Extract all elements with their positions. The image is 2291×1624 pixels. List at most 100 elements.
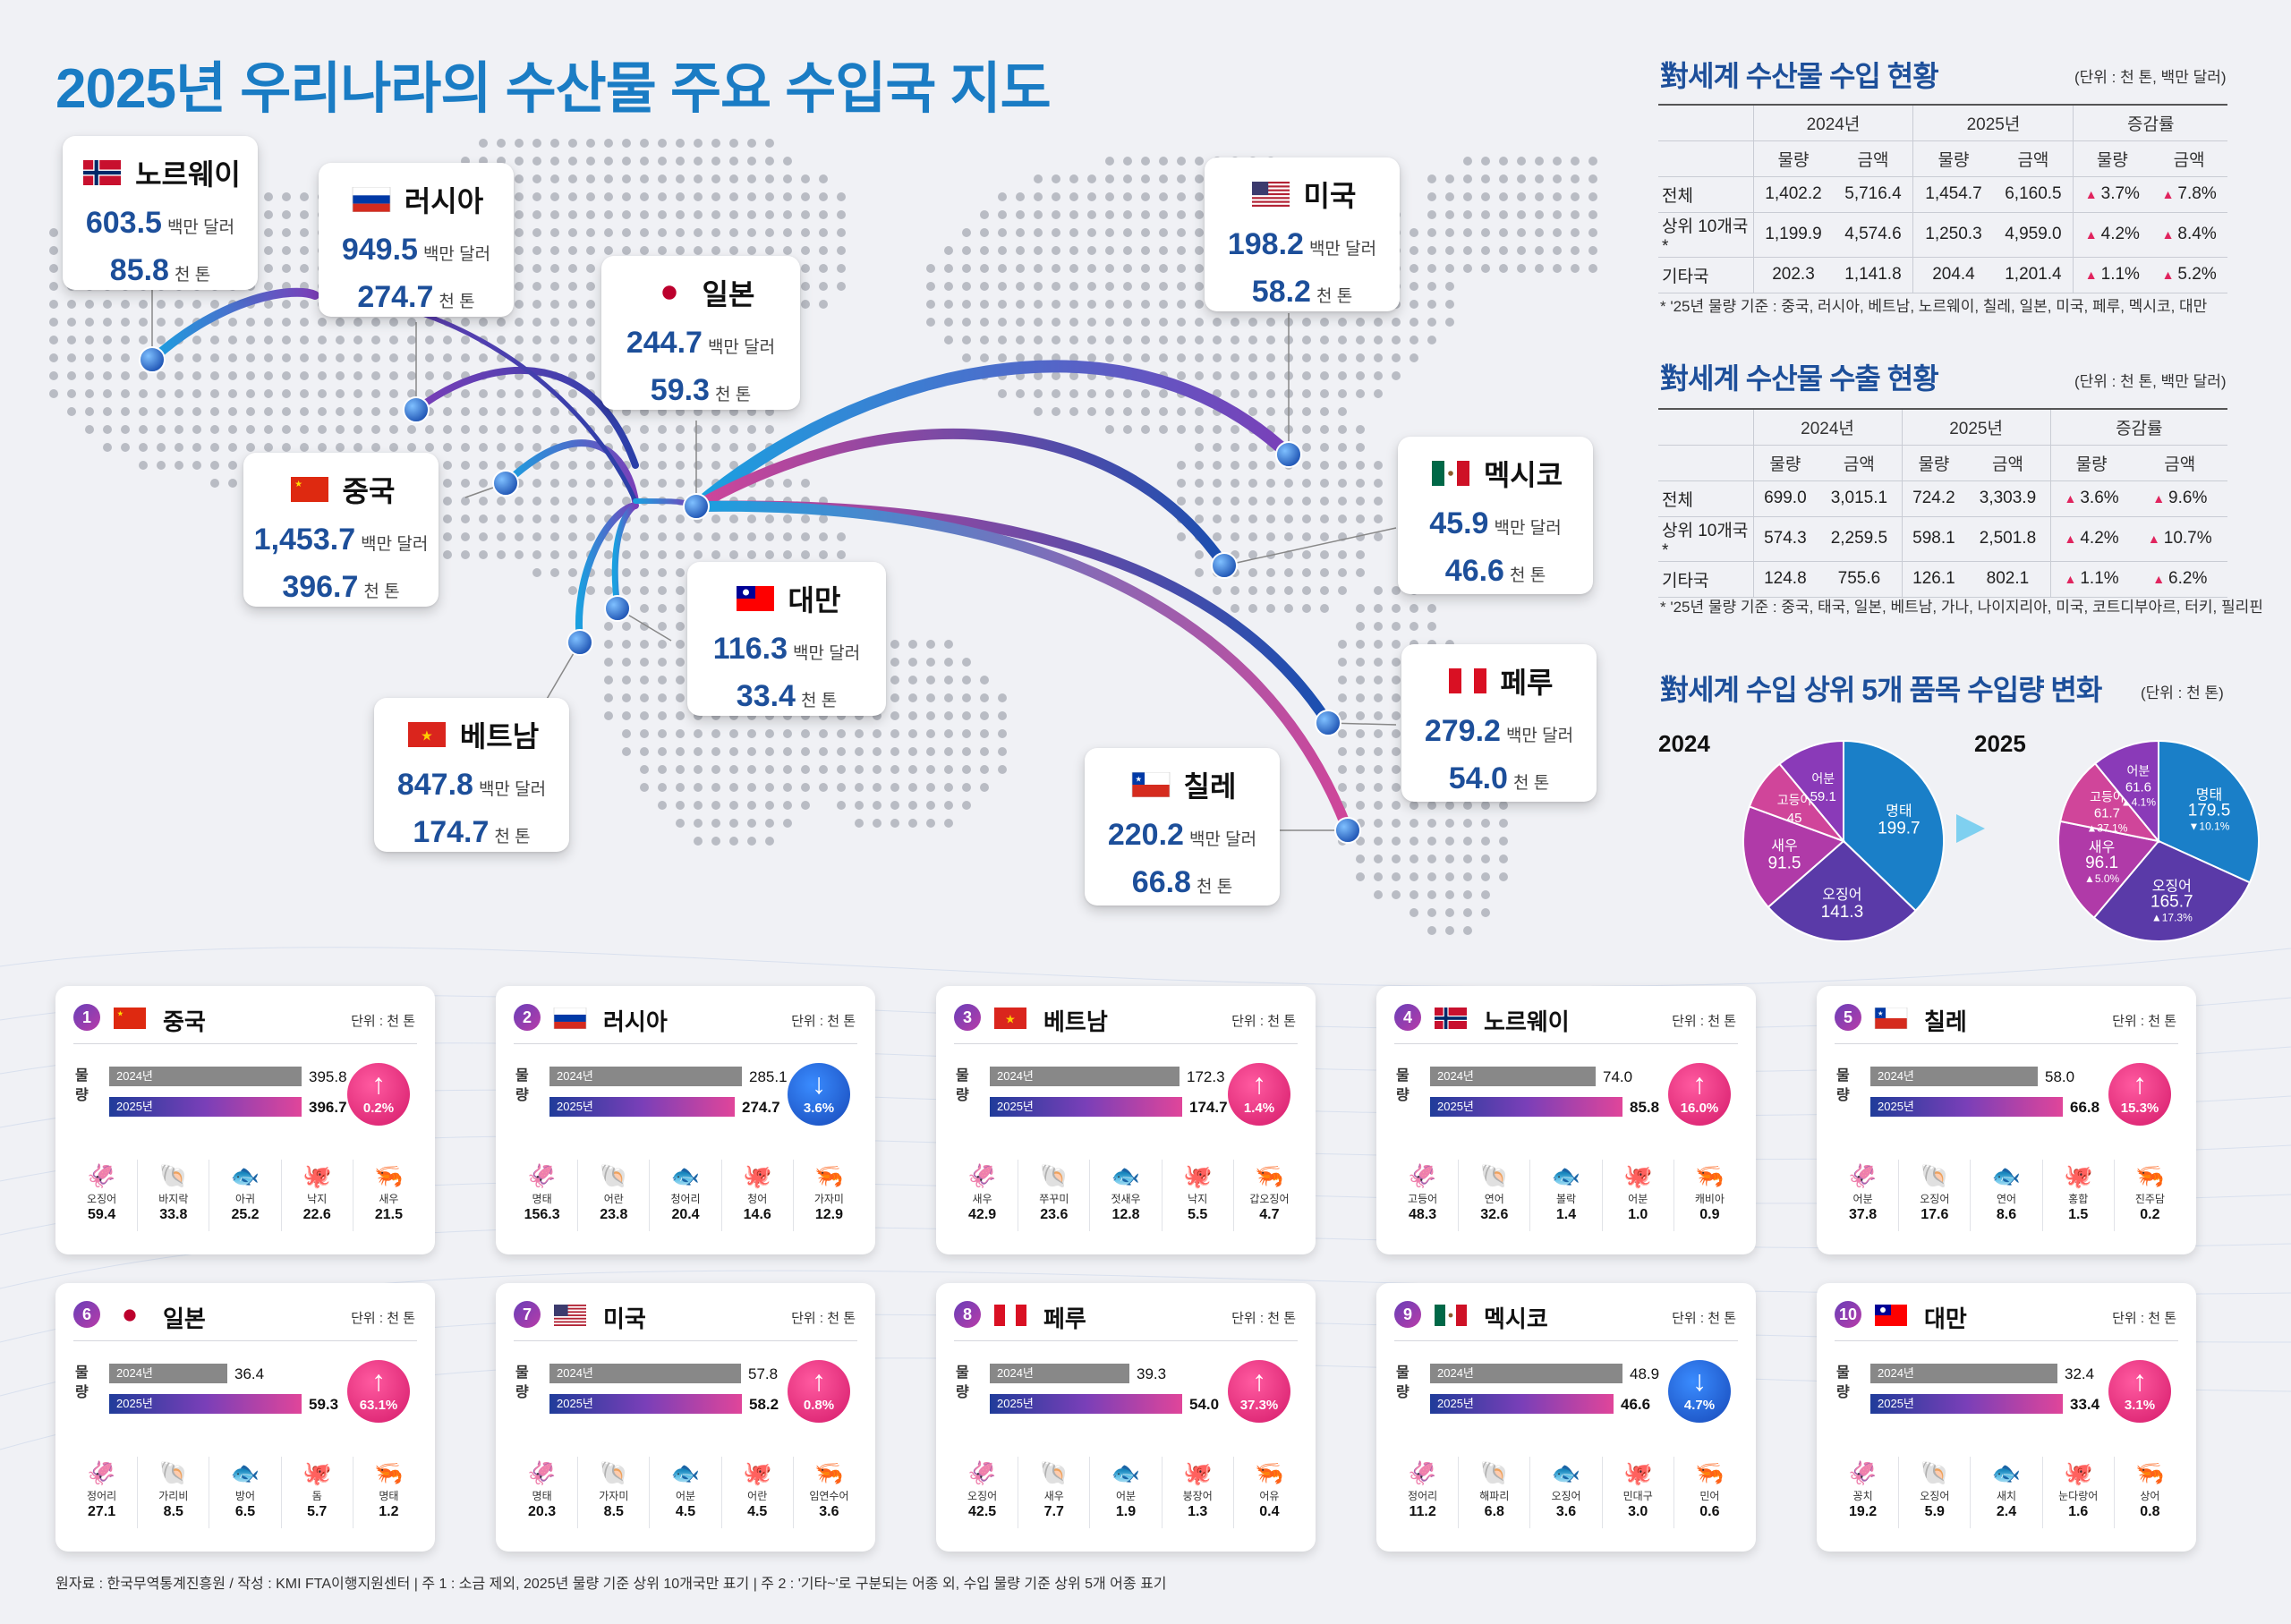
item-value: 3.0: [1628, 1504, 1648, 1519]
item: 🦑 명태 20.3: [507, 1457, 579, 1528]
pie-label-value: 141.3: [1821, 903, 1864, 922]
map-card-country: 대만: [788, 584, 841, 616]
change-badge: ↑ 3.1%: [2108, 1360, 2171, 1423]
pie-slice-오징어: [1767, 839, 1918, 942]
pie-slice-어분: [1778, 739, 1844, 844]
bar-2025-value: 54.0: [1189, 1396, 1220, 1413]
item-name: 어란: [603, 1193, 624, 1205]
import-table-unit: (단위 : 천 톤, 백만 달러): [2074, 69, 2227, 86]
rank-badge: 9: [1394, 1301, 1421, 1328]
table-cell: 598.1: [1912, 529, 1955, 548]
item: 🦐 가자미 12.9: [794, 1160, 864, 1231]
item-value: 0.9: [1699, 1207, 1720, 1222]
fish-icon: 🐚: [1920, 1459, 1949, 1486]
export-table-title: 對세계 수산물 수출 현황: [1660, 362, 1939, 395]
fish-icon: 🐙: [743, 1459, 772, 1486]
table-year-header: 2025년: [1912, 104, 2074, 141]
arrow-down-icon: ↓: [812, 1067, 826, 1100]
pie-label-name: 어분: [2127, 764, 2150, 778]
item-value: 6.5: [234, 1504, 256, 1519]
rank-badge: 3: [954, 1004, 981, 1031]
map-card-chile: ★ 칠레 220.2 백만 달러 66.8 천 톤: [1085, 748, 1280, 906]
fish-icon: 🦑: [967, 1162, 997, 1189]
bar-2025-value: 58.2: [749, 1396, 779, 1413]
map-card-ton: 33.4: [736, 679, 796, 713]
map-card-country: 러시아: [404, 185, 484, 217]
pie-2024-year: 2024: [1658, 730, 1710, 757]
flag-vietnam-icon: ★: [992, 1008, 1029, 1029]
pie-label-value: 179.5: [2188, 802, 2231, 821]
arrow-up-icon: ↑: [2133, 1365, 2147, 1397]
fish-icon: 🦑: [527, 1162, 557, 1189]
item-value: 42.5: [968, 1504, 997, 1519]
bar-2024: 2024년: [990, 1364, 1129, 1383]
fish-icon: 🐙: [1623, 1459, 1653, 1486]
item: 🐙 돔 5.7: [282, 1457, 353, 1528]
pie-section-unit: (단위 : 천 톤): [2141, 684, 2224, 701]
item: 🐟 연어 8.6: [1971, 1160, 2043, 1231]
item: 🐙 민대구 3.0: [1603, 1457, 1674, 1528]
pie-label-name: 새우: [2089, 839, 2115, 855]
flag-china-icon: ★: [111, 1008, 149, 1029]
arrow-up-icon: ↑: [1252, 1365, 1266, 1397]
pie-slice-오징어: [2092, 839, 2252, 942]
bar-2025: 2025년: [1870, 1394, 2063, 1414]
item-name: 갑오징어: [1249, 1193, 1290, 1205]
table-cell: 2,501.8: [1979, 529, 2037, 548]
pie-slice-명태: [1843, 739, 1945, 913]
item: 🦐 임연수어 3.6: [794, 1457, 864, 1528]
card-unit: 단위 : 천 톤: [791, 1014, 856, 1029]
map-card-ton-unit: 천 톤: [1196, 878, 1233, 897]
item-value: 12.9: [814, 1207, 843, 1222]
pie-slice-고등어: [2059, 761, 2161, 843]
fish-icon: 🐟: [1111, 1162, 1141, 1189]
bar-2024-value: 39.3: [1137, 1365, 1167, 1382]
bar-2025: 2025년: [109, 1394, 302, 1414]
item: 🐚 가자미 8.5: [578, 1457, 651, 1528]
fish-icon: 🐙: [1183, 1162, 1213, 1189]
table-cell: 204.4: [1932, 265, 1975, 284]
item-value: 3.6: [1555, 1504, 1577, 1519]
import-table: 2024년 2025년 증감률 물량 금액 물량 금액 물량 금액 전체 1,402.2 5,716.…: [1658, 104, 2227, 293]
map-card-usd-unit: 백만 달러: [1494, 519, 1562, 538]
item-name: 홍합: [2068, 1193, 2089, 1205]
map-card-usd: 198.2: [1227, 227, 1304, 261]
map-card-usd-unit: 백만 달러: [1505, 727, 1574, 745]
fish-icon: 🐟: [1551, 1459, 1581, 1486]
bar-2025-label: 2025년: [1437, 1100, 1474, 1113]
item-name: 고등어: [1408, 1193, 1438, 1205]
fish-icon: 🐙: [302, 1459, 332, 1486]
table-row-label: 전체: [1658, 176, 1753, 213]
bar-2024-label: 2024년: [997, 1366, 1034, 1380]
map-card-russia: 러시아 949.5 백만 달러 274.7 천 톤: [319, 163, 514, 317]
card-unit: 단위 : 천 톤: [2112, 1311, 2176, 1326]
table-row-label: 상위 10개국*: [1658, 212, 1753, 258]
flag-vietnam-icon: ★: [405, 722, 449, 747]
change-percent: 0.8: [803, 1398, 822, 1413]
change-percent: 16.0: [1680, 1101, 1707, 1116]
item-value: 42.9: [968, 1207, 997, 1222]
bar-2024-value: 285.1: [749, 1068, 788, 1085]
item: 🐙 눈다랑어 1.6: [2043, 1457, 2115, 1528]
fish-icon: 🐚: [1479, 1459, 1509, 1486]
item-name: 오징어: [87, 1193, 117, 1205]
bar-2024-value: 395.8: [309, 1068, 347, 1085]
card-unit: 단위 : 천 톤: [351, 1014, 415, 1029]
map-card-usd-unit: 백만 달러: [361, 535, 429, 554]
map-card-mexico: 멕시코 45.9 백만 달러 46.6 천 톤: [1398, 437, 1593, 594]
map-card-china: ★ 중국 1,453.7 백만 달러 396.7 천 톤: [243, 453, 439, 607]
table-cell: 8.4%: [2177, 225, 2217, 243]
footer-source: 원자료 : 한국무역통계진흥원 / 작성 : KMI FTA이행지원센터 | 주…: [55, 1577, 1167, 1592]
item-name: 새우: [972, 1193, 992, 1205]
item-name: 방어: [234, 1490, 256, 1502]
pie-label-value: 61.6: [2125, 780, 2151, 795]
map-card-ton-unit: 천 톤: [439, 293, 475, 311]
change-percent: 3.6: [803, 1101, 822, 1116]
qty-label: 물량: [75, 1068, 89, 1103]
change-percent: 1.4: [1243, 1101, 1263, 1116]
bar-2024-value: 74.0: [1603, 1068, 1633, 1085]
qty-label: 물량: [956, 1365, 969, 1400]
pie-label-name: 명태: [1886, 803, 1912, 820]
fish-icon: 🦐: [814, 1459, 844, 1486]
table-cell: 755.6: [1837, 569, 1881, 588]
